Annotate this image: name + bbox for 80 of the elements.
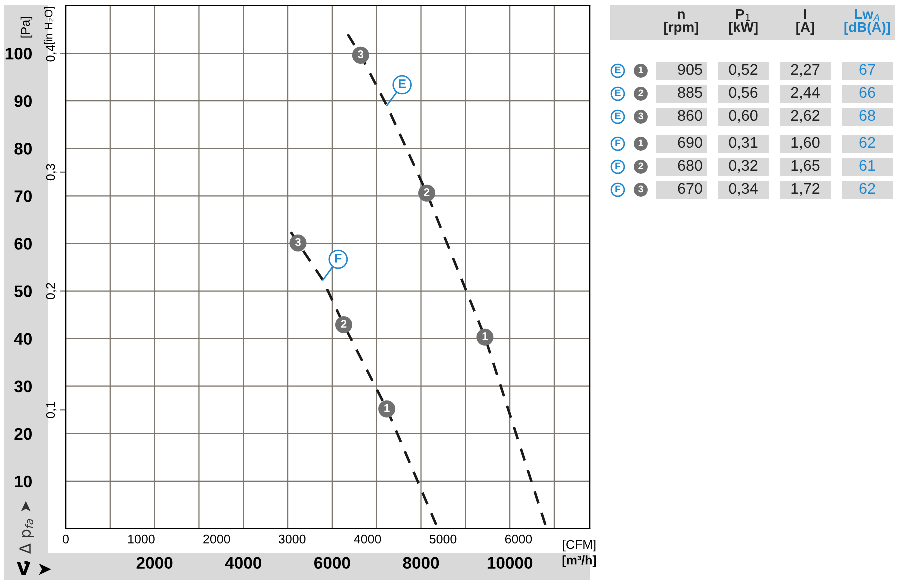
- text: 860: [678, 110, 702, 122]
- text: 1,60: [792, 137, 820, 150]
- text: 0,52: [729, 64, 758, 77]
- x2-tick-label: 1000: [128, 534, 155, 544]
- annotation: 1: [384, 404, 390, 412]
- text: 67: [860, 64, 876, 76]
- y-tick-label: 100: [6, 48, 32, 60]
- y2-tick-label: 0,3: [46, 164, 57, 181]
- annotation: 2: [341, 320, 347, 328]
- category-label: P$_{1}$ [kW]: [729, 10, 758, 35]
- x-axis-title: V̇ ➤: [16, 561, 52, 576]
- category-label: n [rpm]: [664, 12, 698, 35]
- category-label: E: [615, 112, 621, 120]
- x2-tick-label: 3000: [278, 534, 306, 544]
- category-label: I [A]: [796, 10, 814, 35]
- x-tick-label: 8000: [403, 557, 440, 570]
- y2-axis-title: [in H₂O]: [44, 7, 55, 44]
- y-tick-label: 70: [14, 190, 32, 202]
- category-label: E: [615, 66, 621, 74]
- text: 885: [678, 87, 702, 98]
- text: 690: [678, 137, 702, 148]
- x2-tick-label: 2000: [204, 534, 230, 544]
- x-tick-label: 2000: [136, 557, 173, 570]
- text: 62: [860, 183, 876, 194]
- y-tick-label: 80: [14, 143, 32, 155]
- text: 2,62: [791, 110, 820, 123]
- y2-tick-label: 0,4: [46, 45, 57, 62]
- y-tick-label: 20: [14, 428, 32, 440]
- category-label: 3: [638, 186, 644, 193]
- annotation: 3: [358, 50, 364, 58]
- x2-tick-label: 5000: [430, 534, 457, 544]
- text: [m³/h]: [562, 556, 596, 568]
- text: 0,60: [729, 110, 758, 123]
- series-label: F: [335, 254, 342, 263]
- text: 2,44: [791, 87, 820, 100]
- x2-tick-label: 6000: [505, 534, 532, 544]
- y2-tick-label: 0,1: [46, 402, 57, 418]
- annotation: 1: [482, 332, 488, 340]
- y-tick-label: 60: [14, 238, 32, 250]
- category-label: Lw$_{A}$ [dB(A)]: [844, 10, 890, 35]
- text: 905: [678, 64, 702, 76]
- x2-tick-label: 0: [63, 534, 69, 544]
- text: 2,27: [791, 64, 820, 77]
- annotation: 3: [295, 238, 301, 246]
- y-tick-label: 50: [14, 286, 32, 298]
- text: 670: [678, 183, 702, 194]
- y-tick-label: 10: [15, 476, 32, 488]
- category-label: E: [615, 90, 621, 97]
- text: 66: [860, 87, 876, 98]
- category-label: F: [616, 186, 621, 193]
- text: 1,65: [792, 160, 820, 173]
- category-label: F: [616, 162, 621, 170]
- y2-tick-label: 0,2: [46, 283, 57, 300]
- text: 680: [678, 160, 702, 172]
- x2-tick-label: 4000: [354, 534, 382, 544]
- text: [Pa]: [20, 17, 33, 38]
- text: 0,34: [729, 183, 758, 196]
- category-label: 2: [638, 90, 644, 97]
- category-label: 2: [638, 162, 644, 170]
- y-tick-label: 90: [14, 95, 32, 108]
- text: 0,31: [729, 137, 758, 150]
- annotation: 2: [424, 188, 430, 196]
- y-tick-label: 40: [14, 333, 32, 346]
- y-tick-label: 30: [14, 380, 32, 393]
- category-label: 1: [638, 66, 644, 74]
- x2-axis-title: [CFM]: [563, 540, 596, 552]
- text: 1,72: [792, 183, 820, 196]
- text: 68: [860, 110, 876, 122]
- text: 62: [860, 137, 876, 148]
- category-label: 1: [638, 140, 644, 147]
- text: 0,32: [729, 160, 758, 173]
- series-label: E: [399, 80, 406, 88]
- y-axis-title: Δ p$_{fa}$ ➤: [20, 501, 34, 554]
- category-label: 3: [638, 112, 644, 120]
- x-tick-label: 10000: [488, 557, 533, 570]
- x-tick-label: 4000: [225, 557, 262, 570]
- text: 0,56: [729, 87, 758, 100]
- text: 61: [860, 160, 876, 172]
- category-label: F: [616, 140, 621, 147]
- x-tick-label: 6000: [314, 557, 350, 570]
